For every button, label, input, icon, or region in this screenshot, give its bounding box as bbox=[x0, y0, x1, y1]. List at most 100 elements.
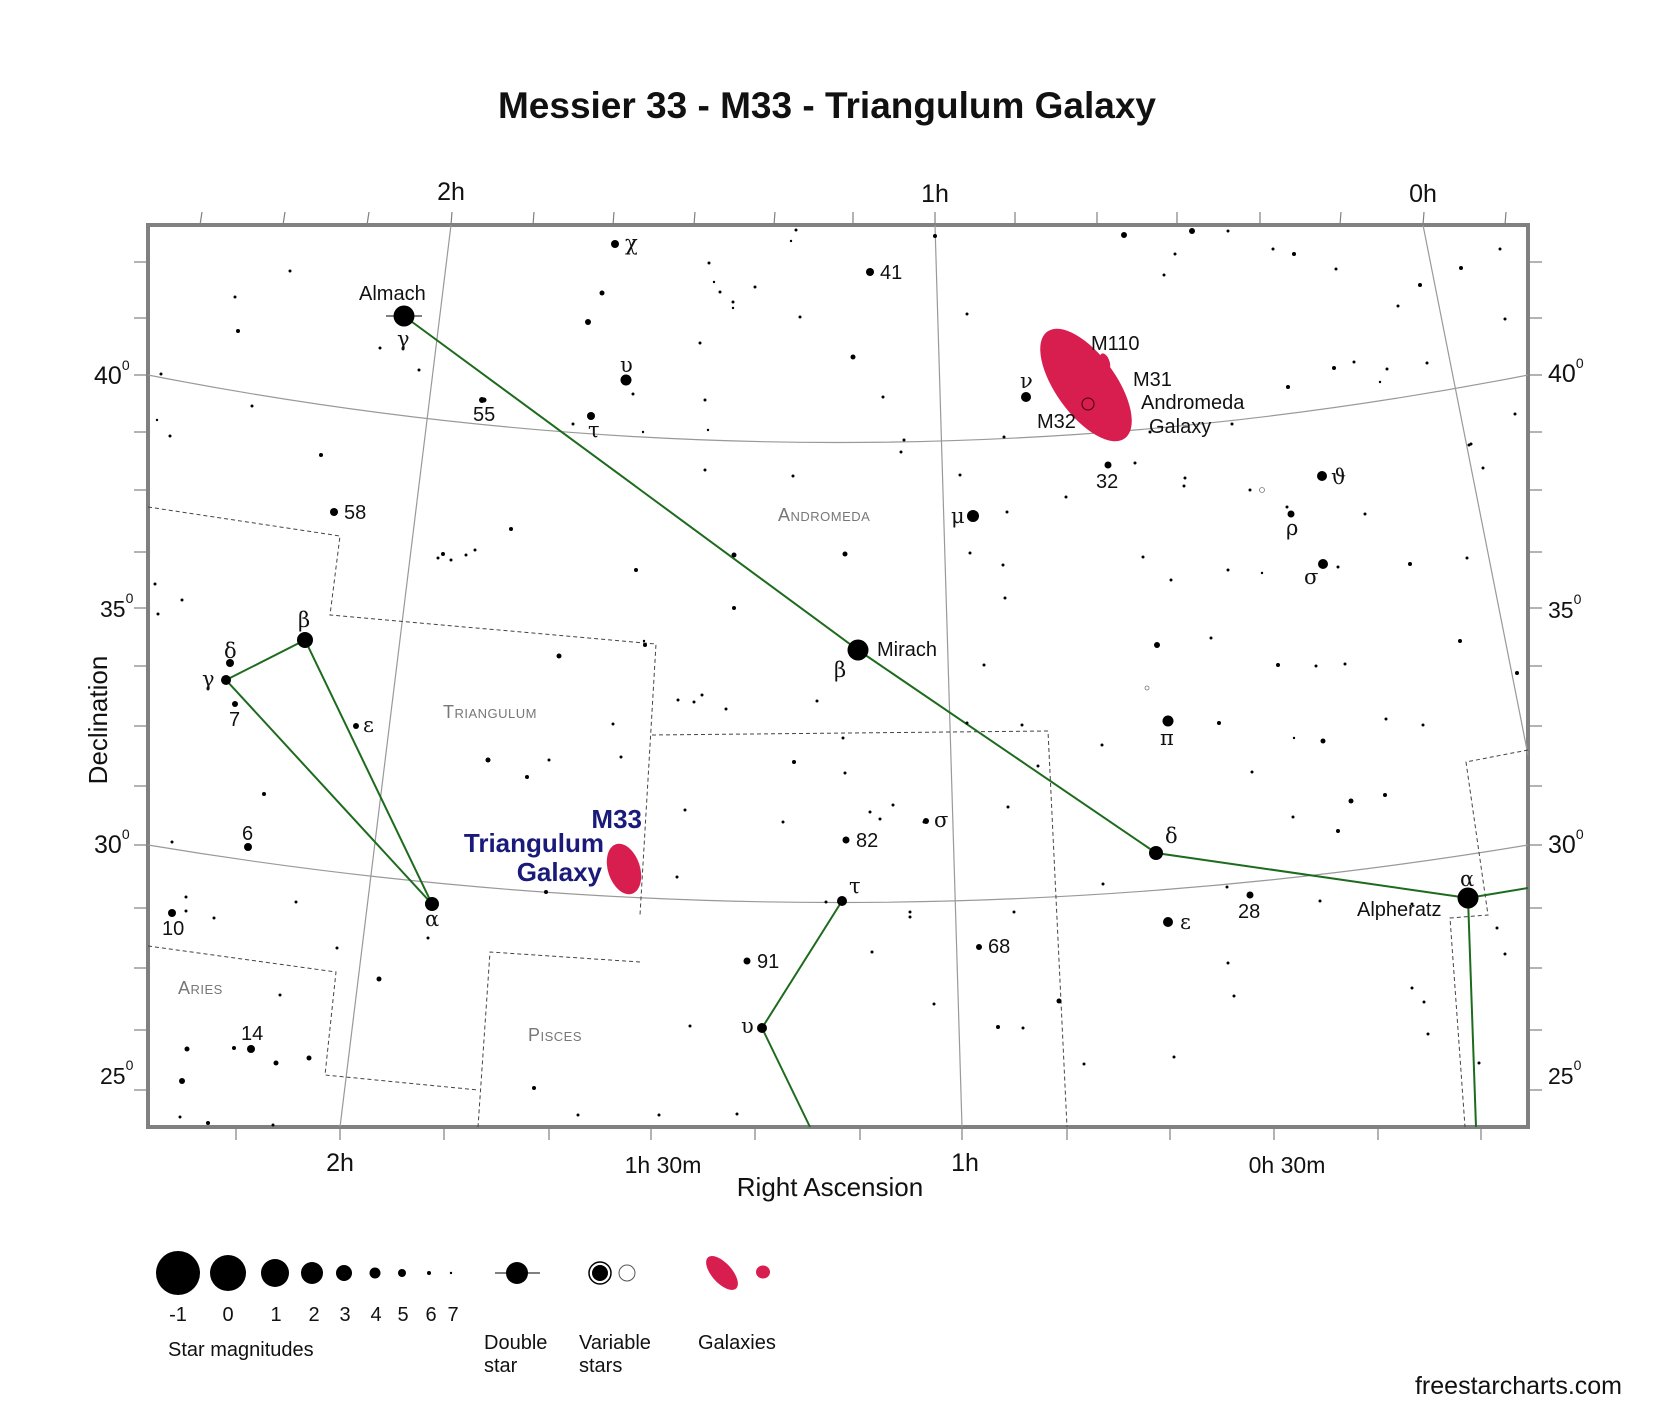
ra-line-2h bbox=[339, 224, 452, 1128]
dec-line-30 bbox=[147, 844, 1529, 904]
andromeda-line bbox=[403, 315, 1469, 899]
constellation-andromeda: Andromeda bbox=[778, 505, 870, 525]
ra-bottom-1h: 1h bbox=[951, 1149, 979, 1177]
ra-line-1h bbox=[934, 224, 963, 1128]
star-58-and bbox=[330, 508, 338, 516]
dec-right-25: 250 bbox=[1548, 1057, 1582, 1089]
label-82-psc: 82 bbox=[856, 830, 878, 852]
label-91-psc: 91 bbox=[757, 951, 779, 973]
dec-left-labels: 400 350 300 250 bbox=[94, 357, 134, 1089]
m31-ellipse bbox=[1040, 328, 1132, 442]
star-epsilon-and bbox=[1163, 917, 1173, 927]
legend-galaxies bbox=[706, 1256, 770, 1290]
star-55-and bbox=[479, 397, 485, 403]
star-alpha-tri bbox=[425, 897, 439, 911]
andromeda-triangulum-boundary bbox=[147, 506, 657, 916]
pisces-line bbox=[760, 900, 843, 1128]
label-68-psc: 68 bbox=[988, 936, 1010, 958]
label-m33-name-1: Triangulum bbox=[464, 828, 604, 858]
star-14 bbox=[247, 1045, 255, 1053]
constellation-triangulum: Triangulum bbox=[443, 702, 537, 722]
star-tau-and bbox=[587, 412, 595, 420]
dec-right-30: 300 bbox=[1548, 826, 1584, 859]
label-58-and: 58 bbox=[344, 502, 366, 524]
svg-text:3: 3 bbox=[339, 1304, 350, 1326]
label-m31: M31 bbox=[1133, 369, 1172, 391]
star-theta-and bbox=[1317, 471, 1327, 481]
svg-text:2: 2 bbox=[308, 1304, 319, 1326]
chart-title: Messier 33 - M33 - Triangulum Galaxy bbox=[498, 85, 1156, 126]
label-41-and: 41 bbox=[880, 262, 902, 284]
svg-text:-1: -1 bbox=[169, 1304, 187, 1326]
m110-ellipse bbox=[1099, 353, 1111, 371]
label-m31-name-2: Galaxy bbox=[1149, 416, 1211, 438]
dec-axis-title: Declination bbox=[83, 656, 113, 785]
variable-star-marker bbox=[1144, 685, 1150, 691]
star-alpheratz bbox=[1457, 887, 1479, 909]
ra-top-1h: 1h bbox=[921, 180, 949, 208]
label-m110: M110 bbox=[1091, 333, 1140, 355]
ra-top-0h: 0h bbox=[1409, 180, 1437, 208]
label-sigma-psc: σ bbox=[934, 808, 948, 832]
label-gamma-and: γ bbox=[397, 327, 410, 351]
galaxy-labels: M110 M31 Andromeda Galaxy M32 M33 Triang… bbox=[464, 333, 1245, 887]
label-almach: Almach bbox=[359, 283, 426, 305]
label-14: 14 bbox=[241, 1023, 263, 1045]
label-rho-and: ρ bbox=[1286, 516, 1298, 540]
label-10-tri: 10 bbox=[162, 918, 184, 940]
label-gamma-tri: γ bbox=[202, 667, 215, 691]
star-41-and bbox=[866, 268, 874, 276]
m33-ellipse bbox=[606, 843, 642, 895]
dec-right-35: 350 bbox=[1548, 591, 1582, 623]
dec-left-30: 300 bbox=[94, 826, 130, 859]
legend-double-star bbox=[495, 1262, 540, 1284]
label-m33-name-2: Galaxy bbox=[517, 857, 603, 887]
legend: -1 0 1 2 3 4 5 6 7 Star magnitudes Doubl… bbox=[156, 1251, 776, 1377]
label-pi-and: π bbox=[1160, 726, 1174, 750]
star-32-and bbox=[1104, 461, 1112, 469]
star-mirach bbox=[847, 639, 869, 661]
label-epsilon-tri: ε bbox=[363, 713, 374, 737]
svg-text:7: 7 bbox=[447, 1304, 458, 1326]
label-mu-and: μ bbox=[951, 504, 965, 528]
constellation-aries: Aries bbox=[178, 978, 223, 998]
star-6-tri bbox=[244, 843, 252, 851]
legend-variable-stars-label-2: stars bbox=[579, 1355, 622, 1377]
svg-text:6: 6 bbox=[425, 1304, 436, 1326]
ra-bottom-0h30m: 0h 30m bbox=[1249, 1152, 1326, 1178]
dec-left-40: 400 bbox=[94, 357, 130, 390]
star-91-psc bbox=[743, 957, 751, 965]
frame-ticks bbox=[134, 211, 1542, 1140]
legend-galaxies-label: Galaxies bbox=[698, 1332, 776, 1354]
triangulum-line bbox=[224, 638, 433, 905]
star-82-psc bbox=[842, 836, 850, 844]
triangulum-pisces-boundary bbox=[651, 730, 1068, 1128]
star-upsilon-psc bbox=[757, 1023, 767, 1033]
label-55-and: 55 bbox=[473, 404, 495, 426]
svg-text:5: 5 bbox=[397, 1304, 408, 1326]
legend-magnitude-labels: -1 0 1 2 3 4 5 6 7 bbox=[169, 1304, 458, 1326]
svg-text:0: 0 bbox=[222, 1304, 233, 1326]
label-alpha-tri: α bbox=[425, 907, 439, 931]
chart-frame bbox=[146, 223, 1530, 1129]
svg-text:4: 4 bbox=[370, 1304, 381, 1326]
coordinate-grid bbox=[147, 224, 1529, 1128]
star-mu-and bbox=[967, 510, 979, 522]
star-sigma-psc bbox=[923, 818, 929, 824]
field-stars bbox=[153, 228, 1519, 1127]
constellation-boundaries bbox=[147, 506, 1529, 1128]
legend-magnitudes-caption: Star magnitudes bbox=[168, 1339, 314, 1361]
label-alpha-and: α bbox=[1460, 867, 1474, 891]
aries-boundary bbox=[147, 945, 479, 1091]
label-epsilon-and: ε bbox=[1180, 910, 1191, 934]
label-delta-tri: δ bbox=[224, 639, 237, 663]
star-sigma-and bbox=[1318, 559, 1328, 569]
ra-line-0h bbox=[1422, 224, 1529, 756]
label-tau-psc: τ bbox=[849, 874, 861, 898]
star-delta-and bbox=[1149, 846, 1163, 860]
label-m31-name-1: Andromeda bbox=[1141, 392, 1245, 414]
label-mirach: Mirach bbox=[877, 639, 937, 661]
labeled-stars bbox=[168, 240, 1479, 1053]
star-nu-and bbox=[1021, 392, 1031, 402]
